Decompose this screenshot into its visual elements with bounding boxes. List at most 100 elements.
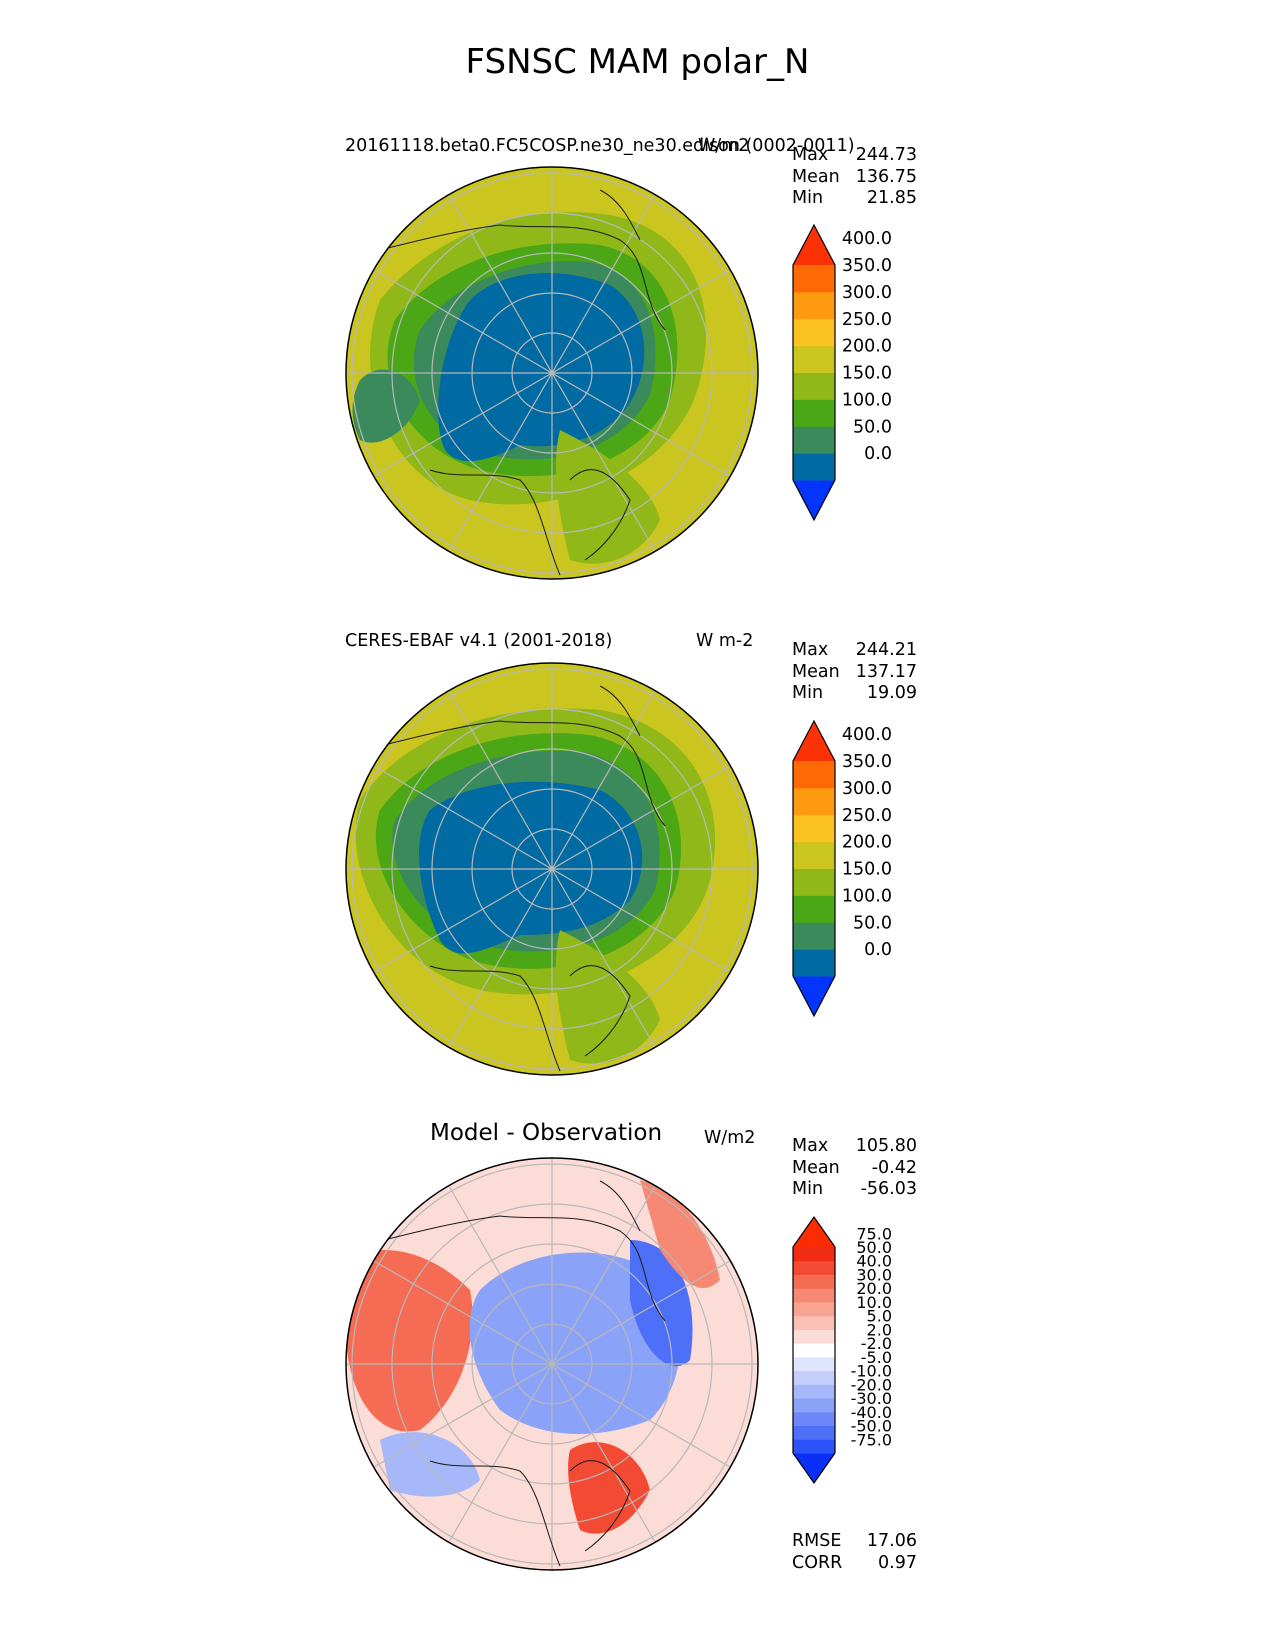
panel3-colorbar-tick-label: 75.0 [856,1224,892,1243]
panel3-colorbar-tick-label: -10.0 [851,1362,892,1381]
panel1-colorbar-segment [793,318,835,347]
panel2-colorbar-tick-label: 150.0 [842,860,892,880]
panel1-colorbar-tick-label: 200.0 [842,337,892,357]
panel3-colorbar-tick-label: 50.0 [856,1238,892,1257]
panel3-stat-mean: Mean -0.42 [792,1157,917,1178]
panel3-colorbar-segment [793,1274,835,1289]
panel1-stats: Max 244.73 Mean 136.75 Min 21.85 [792,145,917,210]
panel1-colorbar-tick-label: 300.0 [842,283,892,303]
panel2-colorbar-tick-label: 0.0 [864,940,892,960]
panel2-graticule [346,663,758,1075]
panel3-extra-stats: RMSE 17.06 CORR 0.97 [792,1531,917,1574]
panel3-colorbar-segment [793,1301,835,1317]
panel3-colorbar-tick-label: -2.0 [861,1334,892,1353]
panel2-colorbar-tick-label: 100.0 [842,886,892,906]
panel2-left-title: CERES-EBAF v4.1 (2001-2018) [345,631,613,651]
panel2-colorbar-tick-label: 250.0 [842,806,892,826]
panel2-map [345,662,759,1076]
panel1-colorbar-segment [793,453,835,481]
panel3-colorbar-segment [793,1315,835,1330]
panel1-colorbar-tick-label: 150.0 [842,364,892,384]
figure-title: FSNSC MAM polar_N [465,42,810,82]
panel1-colorbar-segment [793,399,835,427]
panel3-colorbar: 75.050.040.030.020.010.05.02.0-2.0-5.0-1… [792,1215,892,1485]
panel2-colorbar-segment [793,814,835,843]
panel3-colorbar-segment [793,1260,835,1275]
panel3-colorbar-tick-label: -75.0 [851,1430,892,1449]
panel1-map [345,166,759,580]
panel1-stat-min: Min 21.85 [792,188,917,208]
panel3-colorbar-tick-label: 10.0 [856,1293,892,1312]
panel3-colorbar-tick-label: 30.0 [856,1265,892,1284]
panel2-stat-mean: Mean 137.17 [792,661,917,682]
panel1-colorbar-tick-label: 400.0 [842,229,892,249]
panel1-colorbar: 400.0 350.0 300.0 250.0 200.0 150.0 100.0 50.0 0… [792,223,892,522]
panel3-colorbar-segment [793,1439,835,1454]
panel1-colorbar-segment [793,372,835,400]
panel3-center-title: Model - Observation [430,1120,663,1146]
panel3-units: W/m2 [704,1128,756,1148]
panel1-colorbar-outline [792,223,836,522]
panel3-colorbar-tick-label: -40.0 [851,1403,892,1422]
panel2-colorbar-extend-min [793,976,835,1016]
panel2-colorbar-extend-max [793,721,835,761]
panel2-colorbar-segment [793,949,835,977]
panel3-colorbar-tick-label: 5.0 [867,1307,892,1326]
panel2-stat-min: Min 19.09 [792,683,917,703]
panel3-colorbar-tick-label: -50.0 [851,1417,892,1436]
panel3-colorbar-segment [793,1247,835,1262]
panel2-colorbar: 400.0 350.0 300.0 250.0 200.0 150.0 100.0 50.0 0… [792,719,892,1018]
panel1-colorbar-tick-label: 350.0 [842,256,892,276]
panel2-colorbar-tick-label: 300.0 [842,779,892,799]
panel2-colorbar-segment [793,787,835,816]
panel2-stats: Max 244.21 Mean 137.17 Min 19.09 [792,640,917,705]
panel3-colorbar-segment [793,1384,835,1399]
panel3-colorbar-tick-label: -5.0 [861,1348,892,1367]
panel1-stat-max: Max 244.73 [792,145,917,165]
panel3-colorbar-segment [793,1329,835,1344]
panel2-stat-max: Max 244.21 [792,640,917,660]
panel1-colorbar-tick-label: 50.0 [853,417,892,437]
panel2-colorbar-tick-label: 200.0 [842,833,892,853]
panel3-stat-rmse: RMSE 17.06 [792,1531,917,1551]
panel3-stat-max: Max 105.80 [792,1136,917,1156]
panel1-colorbar-segment [793,265,835,293]
panel3-colorbar-segment [793,1398,835,1413]
panel3-map [345,1157,759,1571]
panel1-coastlines [379,189,666,576]
panel1-colorbar-extend-max [793,225,835,265]
panel1-graticule [346,167,758,579]
panel2-map-boundary [345,662,759,1076]
panel3-map-boundary [345,1157,759,1571]
panel2-colorbar-segment [793,922,835,950]
panel3-coastlines [379,1180,666,1567]
panel2-colorbar-tick-label: 50.0 [853,913,892,933]
panel3-colorbar-tick-label: -20.0 [851,1375,892,1394]
panel3-colorbar-segment [793,1356,835,1372]
panel3-colorbar-extend-max [793,1217,835,1247]
panel1-map-boundary [345,166,759,580]
panel3-colorbar-segment [793,1343,835,1358]
panel3-colorbar-tick-label: 2.0 [867,1320,892,1339]
panel1-colorbar-tick-label: 100.0 [842,390,892,410]
panel3-colorbar-extend-min [793,1453,835,1483]
panel2-coastlines [379,685,666,1072]
panel2-colorbar-segment [793,868,835,896]
panel3-colorbar-segment [793,1425,835,1440]
panel3-stat-corr: CORR 0.97 [792,1552,917,1573]
panel3-colorbar-segment [793,1288,835,1303]
panel3-stat-min: Min -56.03 [792,1179,917,1199]
panel1-colorbar-tick-label: 0.0 [864,444,892,464]
panel1-stat-mean: Mean 136.75 [792,166,917,187]
panel1-colorbar-segment [793,345,835,373]
panel3-colorbar-tick-label: -30.0 [851,1389,892,1408]
panel3-colorbar-tick-label: 20.0 [856,1279,892,1298]
panel3-colorbar-segment [793,1411,835,1427]
panel1-colorbar-segment [793,426,835,454]
panel2-colorbar-segment [793,895,835,923]
panel1-units: W/m2 [698,136,750,156]
panel2-colorbar-tick-label: 400.0 [842,725,892,745]
panel1-colorbar-extend-min [793,480,835,520]
panel2-colorbar-tick-label: 350.0 [842,752,892,772]
